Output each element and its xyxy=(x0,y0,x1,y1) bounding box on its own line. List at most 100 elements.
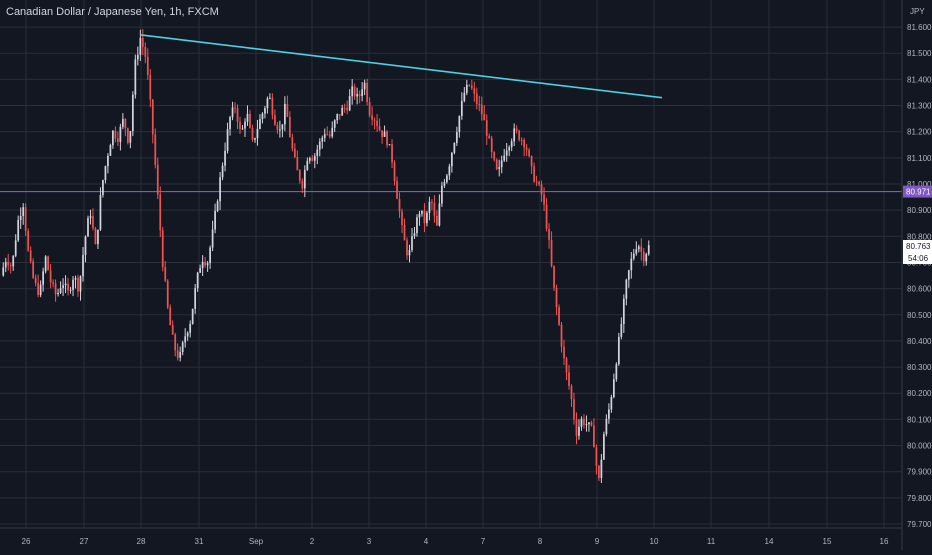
candle-body xyxy=(525,147,528,150)
candle-body xyxy=(69,289,72,291)
candle-body xyxy=(465,84,468,93)
y-tick-label: 80.800 xyxy=(907,232,932,241)
candle-body xyxy=(97,229,99,245)
candle-body xyxy=(114,130,117,139)
candle-body xyxy=(550,239,553,266)
candle-body xyxy=(411,236,413,251)
candle-body xyxy=(642,251,645,262)
candle-body xyxy=(538,182,540,185)
candle-body xyxy=(416,217,418,234)
candle-body xyxy=(505,150,508,156)
y-tick-label: 80.100 xyxy=(907,415,932,424)
candle-body xyxy=(575,419,578,436)
candle-body xyxy=(530,156,533,167)
candle-body xyxy=(216,201,219,211)
candle-body xyxy=(214,210,216,230)
candle-body xyxy=(343,107,346,109)
candle-body xyxy=(593,425,595,448)
candle-body xyxy=(515,128,518,131)
candle-body xyxy=(460,100,463,117)
candle-body xyxy=(29,250,32,262)
candle-body xyxy=(64,283,67,286)
candle-body xyxy=(356,93,359,97)
candle-body xyxy=(279,129,281,131)
candle-body xyxy=(406,240,408,256)
candle-body xyxy=(483,114,486,121)
candle-body xyxy=(259,118,261,129)
candle-body xyxy=(204,261,206,266)
candle-body xyxy=(620,323,623,337)
trendline[interactable] xyxy=(140,34,663,99)
candle-body xyxy=(485,120,488,136)
y-tick-label: 81.300 xyxy=(907,102,932,111)
candle-body xyxy=(348,96,351,111)
candle-body xyxy=(495,159,498,170)
candle-body xyxy=(9,265,12,267)
resistance-trendline[interactable] xyxy=(140,34,663,99)
candle-body xyxy=(296,156,299,171)
candle-body xyxy=(221,165,224,178)
candle-body xyxy=(540,184,543,195)
x-tick-label: 7 xyxy=(481,537,486,546)
candle-body xyxy=(500,160,503,168)
candle-body xyxy=(17,220,20,241)
candle-body xyxy=(570,385,573,400)
candle-body xyxy=(196,272,199,289)
candle-body xyxy=(44,256,47,272)
candle-body xyxy=(478,104,481,106)
candle-body xyxy=(87,218,89,237)
candle-body xyxy=(94,228,97,245)
x-tick-label: 15 xyxy=(823,537,832,546)
candle-body xyxy=(568,372,570,386)
candle-body xyxy=(640,246,643,252)
candle-body xyxy=(59,288,62,293)
x-tick-label: 11 xyxy=(707,537,716,546)
candle-body xyxy=(475,93,478,105)
candle-body xyxy=(37,283,40,296)
candle-body xyxy=(251,127,254,140)
candle-body xyxy=(231,107,234,118)
candle-body xyxy=(104,166,107,181)
candle-body xyxy=(156,164,159,195)
candle-body xyxy=(433,202,436,216)
x-tick-label: 10 xyxy=(650,537,659,546)
candle-body xyxy=(271,97,274,116)
candle-body xyxy=(161,230,164,268)
candle-body xyxy=(503,155,506,161)
candle-body xyxy=(381,130,383,137)
y-tick-label: 80.600 xyxy=(907,285,932,294)
candle-body xyxy=(426,212,428,224)
candle-body xyxy=(563,346,565,359)
candle-body xyxy=(301,180,304,189)
candle-body xyxy=(49,270,52,283)
candle-body xyxy=(580,418,583,427)
candle-body xyxy=(446,175,448,183)
candle-body xyxy=(298,170,301,181)
candle-body xyxy=(284,103,286,125)
x-tick-label: 27 xyxy=(80,537,89,546)
hline-price-label: 80.971 xyxy=(906,188,931,197)
candle-body xyxy=(488,135,491,139)
candle-body xyxy=(498,167,501,170)
candle-body xyxy=(224,150,226,166)
candle-body xyxy=(603,434,605,460)
candle-body xyxy=(306,160,309,171)
candle-body xyxy=(333,120,336,128)
candle-body xyxy=(588,422,590,425)
candle-body xyxy=(151,99,154,135)
x-tick-label: 16 xyxy=(880,537,889,546)
candle-body xyxy=(421,210,423,214)
candle-body xyxy=(453,142,456,153)
y-tick-label: 81.100 xyxy=(907,154,932,163)
candle-body xyxy=(274,115,276,125)
candle-body xyxy=(146,56,149,75)
x-tick-label: 31 xyxy=(195,537,204,546)
candle-body xyxy=(573,399,575,420)
candle-body xyxy=(548,229,550,240)
candle-body xyxy=(199,268,202,273)
x-tick-label: 8 xyxy=(538,537,543,546)
candle-body xyxy=(318,141,321,150)
